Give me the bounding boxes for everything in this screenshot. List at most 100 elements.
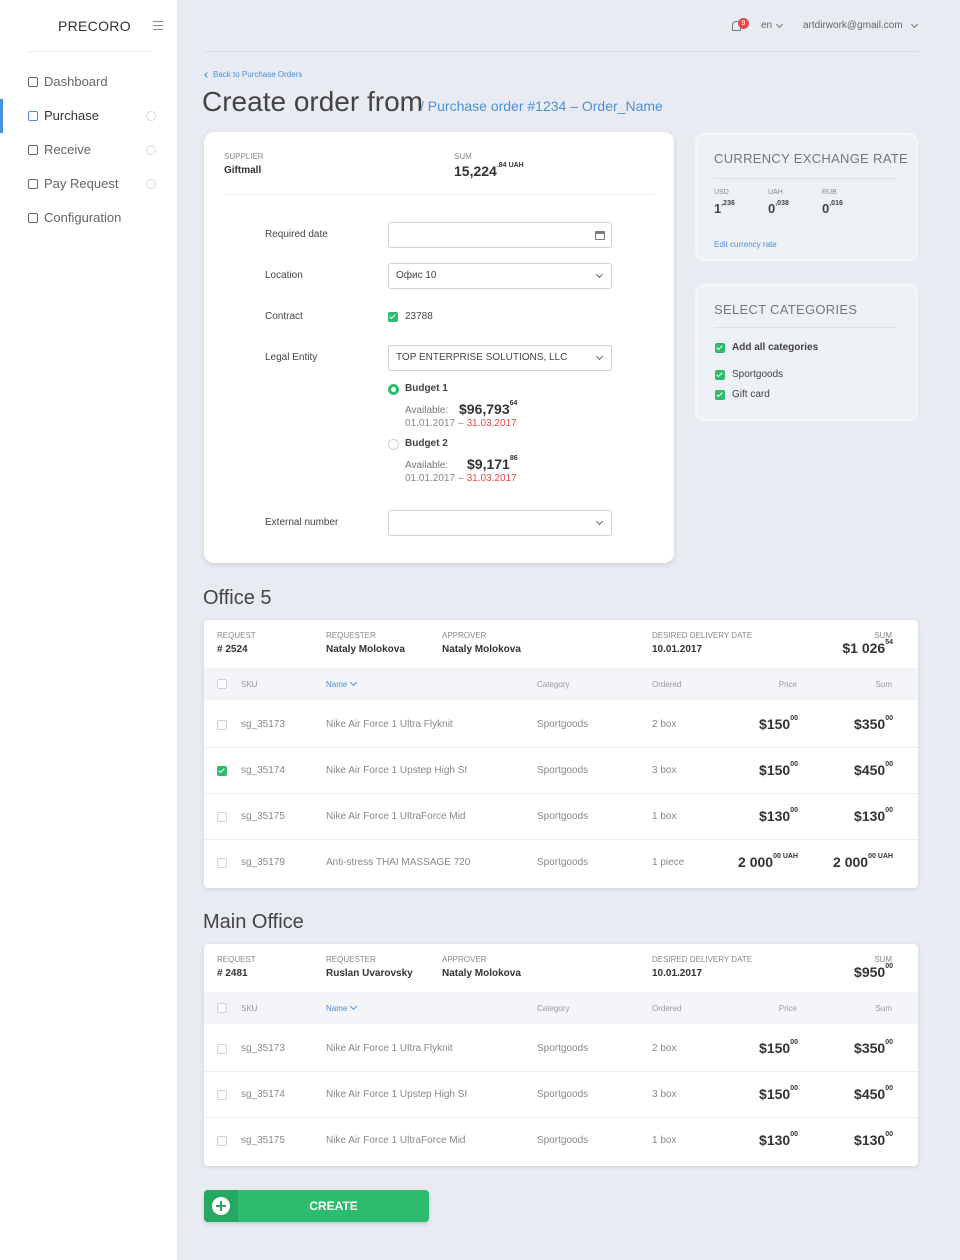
- info-value: Nataly Molokova: [326, 644, 405, 655]
- column-header: Price: [778, 1004, 797, 1013]
- checkbox[interactable]: [217, 1044, 227, 1054]
- cell-amount: $35000: [693, 715, 893, 732]
- edit-link[interactable]: Edit currency rate: [714, 240, 777, 249]
- period-end: 31.03.2017: [466, 418, 517, 429]
- amount-main: $150: [759, 716, 791, 732]
- panel-title: SELECT CATEGORIES: [714, 302, 858, 317]
- cell: sg_35174: [241, 765, 285, 776]
- user-email[interactable]: artdirwork@gmail.com: [803, 20, 903, 31]
- cell: 2 box: [652, 719, 677, 730]
- contract: 23788: [405, 311, 433, 322]
- info-label: SUM: [874, 631, 892, 640]
- checkbox[interactable]: [217, 679, 227, 689]
- column-header: Sum: [875, 1004, 892, 1013]
- cell: Nike Air Force 1 Upstep High SI: [326, 765, 468, 776]
- amount-main: $96,793: [459, 401, 510, 417]
- period-dash: –: [458, 418, 464, 429]
- check-mark: [716, 343, 723, 351]
- amount-main: 2 000: [738, 854, 774, 870]
- amount-main: $350: [854, 716, 886, 732]
- info-value: Nataly Molokova: [442, 644, 521, 655]
- notification-badge: 9: [738, 18, 749, 29]
- add-button[interactable]: [146, 145, 156, 155]
- checkbox[interactable]: [217, 1090, 227, 1100]
- menu-icon[interactable]: [153, 25, 163, 27]
- cell: 3 box: [652, 1089, 677, 1100]
- checkbox[interactable]: [715, 370, 725, 380]
- amount-main: $130: [759, 1132, 791, 1148]
- check-mark: [218, 766, 225, 774]
- rate-frac: ,016: [829, 200, 843, 207]
- cell: sg_35173: [241, 1043, 285, 1054]
- cell: sg_35175: [241, 1135, 285, 1146]
- page-subtitle[interactable]: / Purchase order #1234 – Order_Name: [420, 98, 663, 114]
- checkbox[interactable]: [217, 1136, 227, 1146]
- currency-code: RUB: [822, 189, 837, 196]
- amount-cents: 00: [790, 1085, 798, 1092]
- column-header: Category: [537, 1004, 570, 1013]
- add-button[interactable]: [146, 179, 156, 189]
- menu-item[interactable]: Purchase: [44, 108, 99, 123]
- cell-amount: 2 00000 UAH: [693, 853, 893, 870]
- cell-amount: $15000: [598, 1039, 798, 1056]
- input[interactable]: Офис 10: [388, 263, 612, 289]
- back-link[interactable]: Back to Purchase Orders: [213, 70, 303, 79]
- cell: sg_35179: [241, 857, 285, 868]
- cell: Nike Air Force 1 Ultra Flyknit: [326, 719, 453, 730]
- menu-icon[interactable]: [153, 29, 163, 31]
- field-label: Legal Entity: [265, 352, 318, 363]
- menu-item[interactable]: Configuration: [44, 210, 122, 225]
- period-start: 01.01.2017: [405, 418, 456, 429]
- checkbox[interactable]: [715, 343, 725, 353]
- amount-cents: 00: [885, 761, 893, 768]
- input[interactable]: TOP ENTERPRISE SOLUTIONS, LLC: [388, 345, 612, 371]
- plus-v: [220, 1201, 222, 1211]
- menu-icon[interactable]: [153, 21, 163, 23]
- category[interactable]: Gift card: [732, 389, 770, 400]
- menu-item[interactable]: Pay Request: [44, 176, 119, 191]
- checkbox[interactable]: [217, 720, 227, 730]
- checkbox[interactable]: [217, 1003, 227, 1013]
- cell: 2 box: [652, 1043, 677, 1054]
- amount-cents: 00: [885, 1039, 893, 1046]
- budget-name: Budget 1: [405, 383, 448, 394]
- budget-name: Budget 2: [405, 438, 448, 449]
- radio[interactable]: [388, 384, 399, 395]
- chevron: [595, 270, 604, 279]
- amount-cents: 00: [790, 1131, 798, 1138]
- column-header[interactable]: Name: [326, 680, 348, 689]
- add-button[interactable]: [146, 111, 156, 121]
- cell: Sportgoods: [537, 765, 589, 776]
- check-mark: [389, 312, 396, 320]
- button-label[interactable]: CREATE: [309, 1199, 358, 1213]
- input[interactable]: [388, 510, 612, 536]
- radio[interactable]: [388, 439, 399, 450]
- column-header[interactable]: Name: [326, 1004, 348, 1013]
- period-dash: –: [458, 473, 464, 484]
- row-divider: [204, 747, 918, 748]
- input[interactable]: [388, 222, 612, 248]
- divider: [714, 327, 897, 328]
- menu-item[interactable]: Receive: [44, 142, 91, 157]
- category[interactable]: Sportgoods: [732, 369, 784, 380]
- checkbox[interactable]: [217, 812, 227, 822]
- order-sum: 15,224.84 UAH: [454, 162, 524, 179]
- cell-amount: $15000: [598, 1085, 798, 1102]
- info-value: # 2524: [217, 644, 248, 655]
- checkbox[interactable]: [388, 312, 398, 322]
- available-label: Available:: [405, 460, 449, 471]
- active-indicator: [0, 99, 3, 133]
- checkbox[interactable]: [217, 766, 227, 776]
- language[interactable]: en: [761, 20, 773, 31]
- field-label: Location: [265, 270, 303, 281]
- input-value: Офис 10: [396, 270, 437, 281]
- cell: Nike Air Force 1 Upstep High SI: [326, 1089, 468, 1100]
- category-all[interactable]: Add all categories: [732, 342, 819, 353]
- menu-item[interactable]: Dashboard: [44, 74, 108, 89]
- calendar-icon: [595, 231, 605, 240]
- label: SUM: [454, 152, 472, 161]
- checkbox[interactable]: [217, 858, 227, 868]
- checkbox[interactable]: [715, 390, 725, 400]
- sum-cents: 54: [885, 639, 893, 646]
- create-button[interactable]: CREATE: [204, 1190, 429, 1222]
